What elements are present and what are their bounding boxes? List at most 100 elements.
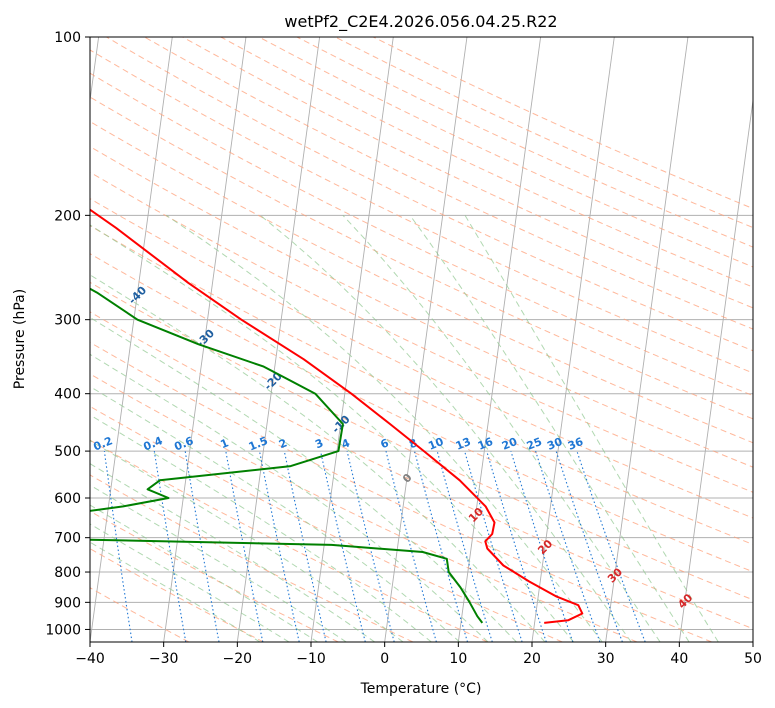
y-tick-label: 700 xyxy=(54,531,81,547)
x-tick-label: 30 xyxy=(597,651,615,667)
x-tick-label: −20 xyxy=(223,651,253,667)
isotherm-line xyxy=(90,37,173,642)
mixing-ratio-line xyxy=(510,450,574,642)
y-tick-label: 500 xyxy=(54,444,81,460)
y-tick-label: 800 xyxy=(54,565,81,581)
mixing-ratio-line xyxy=(153,451,187,642)
x-tick-label: −30 xyxy=(149,651,179,667)
dry-adiabat-line xyxy=(144,37,753,330)
dry-adiabat-line xyxy=(90,171,753,493)
dry-adiabat-line xyxy=(90,341,712,642)
y-tick-label: 400 xyxy=(54,387,81,403)
mixing-ratio-line xyxy=(436,450,493,642)
dry-adiabat-line xyxy=(90,198,753,519)
moist-adiabat-line xyxy=(90,353,489,642)
dewpoint-profile-line xyxy=(90,287,484,624)
mixing-ratio-label: 30 xyxy=(545,435,564,453)
mixing-ratio-label: 8 xyxy=(407,436,419,451)
y-tick-label: 900 xyxy=(54,595,81,611)
x-tick-label: 40 xyxy=(670,651,688,667)
mixing-ratio-line xyxy=(184,451,220,642)
dry-adiabat-line xyxy=(182,37,753,309)
moist-adiabat-line xyxy=(464,215,719,642)
plot-frame xyxy=(89,36,754,643)
mixing-ratio-label: 16 xyxy=(476,435,495,453)
moist-adiabat-line xyxy=(165,214,603,642)
dry-adiabat-line xyxy=(220,37,753,288)
mixing-ratio-line xyxy=(258,450,300,642)
mixing-ratio-line xyxy=(464,450,523,642)
isotherm-line xyxy=(457,37,542,642)
dry-adiabat-line xyxy=(90,253,753,573)
dry-adiabat-line xyxy=(90,96,753,420)
dry-adiabat-line xyxy=(90,311,753,630)
profile-lines xyxy=(90,208,584,624)
moist-adiabat-line xyxy=(259,214,632,642)
x-tick-label: 10 xyxy=(449,651,467,667)
dry-adiabat-line xyxy=(106,37,753,352)
moist-adiabat-line xyxy=(342,214,661,642)
y-tick-label: 300 xyxy=(54,313,81,329)
mixing-ratio-line xyxy=(346,450,395,642)
isotherm-line xyxy=(678,97,753,642)
dry-adiabat-line xyxy=(90,49,753,374)
x-tick-label: −10 xyxy=(296,651,326,667)
moist-adiabat-line xyxy=(90,463,375,642)
mixing-ratio-line xyxy=(225,451,264,642)
mixing-ratio-line xyxy=(103,451,133,642)
dry-adiabat-line xyxy=(90,439,488,642)
dry-adiabat-line xyxy=(296,37,753,248)
mixing-ratio-line xyxy=(413,450,469,642)
moist-adiabat-line xyxy=(409,215,690,642)
mixing-ratio-line xyxy=(319,450,366,642)
mixing-ratio-line xyxy=(535,450,601,642)
y-tick-label: 100 xyxy=(54,30,81,46)
x-tick-label: 20 xyxy=(523,651,541,667)
moist-adiabat-line xyxy=(90,504,318,642)
x-tick-label: 50 xyxy=(744,651,762,667)
mixing-ratio-line xyxy=(283,450,327,642)
moist-adiabat-line xyxy=(90,541,261,642)
isotherm-line xyxy=(605,37,689,642)
mixing-ratio-label: 1 xyxy=(218,436,230,451)
y-axis-label: Pressure (hPa) xyxy=(12,289,28,389)
mixing-ratio-label: 10 xyxy=(426,435,445,453)
isotherm-line xyxy=(236,37,321,642)
isotherm-line xyxy=(531,37,615,642)
mixing-ratio-label: 36 xyxy=(566,435,585,453)
mixing-ratio-line xyxy=(555,450,623,642)
dry-adiabat-line xyxy=(334,37,753,229)
dry-adiabat-line xyxy=(90,405,563,642)
mixing-ratio-label: 2 xyxy=(277,436,289,451)
background-lines xyxy=(90,37,753,642)
x-tick-label: 0 xyxy=(380,651,389,667)
dry-adiabat-line xyxy=(90,145,753,468)
mixing-ratio-label: 20 xyxy=(500,435,519,453)
moist-adiabat-line xyxy=(90,484,347,642)
moist-adiabat-line xyxy=(90,414,432,642)
dry-adiabat-line xyxy=(90,281,753,601)
x-tick-label: −40 xyxy=(75,651,105,667)
axis-ticks: −40 −30 −20 −10 0 10 20 30 40 50 1000 900 800 700 600 5… xyxy=(45,30,762,667)
dry-adiabat-line xyxy=(90,225,753,546)
mixing-ratio-label: 3 xyxy=(313,436,325,451)
temperature-profile-line xyxy=(90,208,584,624)
dry-adiabat-line xyxy=(258,37,753,268)
moist-adiabat-line xyxy=(90,316,517,642)
dry-adiabat-line xyxy=(90,72,753,397)
chart-title: wetPf2_C2E4.2026.056.04.25.R22 xyxy=(284,12,557,32)
mixing-ratio-line xyxy=(385,450,437,642)
mixing-ratio-label: 13 xyxy=(454,435,473,453)
mixing-ratio-line xyxy=(576,450,646,642)
y-tick-label: 1000 xyxy=(45,622,81,638)
mixing-ratio-line xyxy=(486,450,547,642)
y-tick-label: 200 xyxy=(54,208,81,224)
moist-adiabat-line xyxy=(90,224,574,642)
dry-adiabat-line xyxy=(90,120,753,444)
mixing-ratio-label: 25 xyxy=(525,435,544,453)
moist-adiabat-line xyxy=(90,439,404,642)
isotherm-line xyxy=(384,37,468,642)
